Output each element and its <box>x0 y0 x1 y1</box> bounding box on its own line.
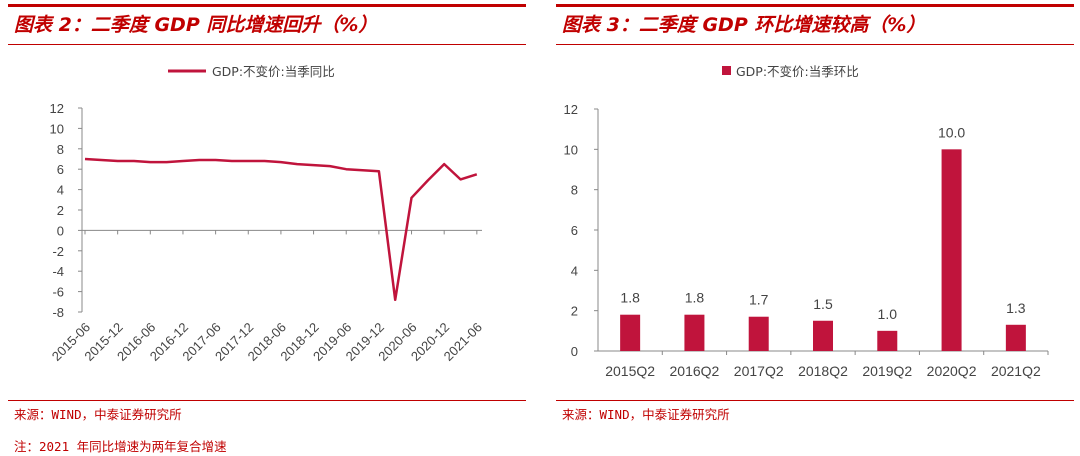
source-rule <box>8 400 526 401</box>
legend-label: GDP:不变价:当季环比 <box>736 64 859 79</box>
title-top-rule <box>8 4 526 7</box>
y-tick-label: -8 <box>52 305 64 320</box>
x-tick-label: 2017Q2 <box>734 363 784 379</box>
source-rule <box>556 400 1074 401</box>
y-tick-label: 10 <box>564 142 578 157</box>
legend-swatch <box>722 66 731 75</box>
bar <box>684 314 705 351</box>
data-label: 1.0 <box>878 306 898 322</box>
data-label: 1.5 <box>813 296 833 312</box>
bar-chart: GDP:不变价:当季环比 12 10 8 6 4 2 0 1.8 2015Q2 1.8 2016Q2 1… <box>564 64 1049 379</box>
right-chart-panel: 图表 3：二季度 GDP 环比增速较高（%） GDP:不变价:当季环比 12 10 8… <box>548 0 1080 456</box>
data-label: 1.8 <box>685 290 705 306</box>
x-tick-label: 2021Q2 <box>991 363 1041 379</box>
data-label: 10.0 <box>938 124 965 140</box>
title-bottom-rule <box>8 44 526 45</box>
x-tick-label: 2020Q2 <box>927 363 977 379</box>
y-tick-label: 2 <box>57 203 64 218</box>
data-label: 1.8 <box>620 290 640 306</box>
line-chart: GDP:不变价:当季同比121086420-2-4-6-82015-062015… <box>49 64 485 364</box>
data-label: 1.7 <box>749 292 769 308</box>
left-chart-title: 图表 2：二季度 GDP 同比增速回升（%） <box>14 14 378 36</box>
x-tick-label: 2018Q2 <box>798 363 848 379</box>
y-tick-label: 12 <box>50 101 64 116</box>
series-line <box>84 157 478 302</box>
y-tick-label: 8 <box>571 183 578 198</box>
left-source-text: 来源：WIND，中泰证券研究所 <box>14 407 182 422</box>
right-source-text: 来源：WIND，中泰证券研究所 <box>562 407 730 422</box>
y-tick-label: -4 <box>52 264 64 279</box>
y-tick-label: 0 <box>571 344 578 359</box>
legend-label: GDP:不变价:当季同比 <box>212 64 335 79</box>
title-bottom-rule <box>556 44 1074 45</box>
bar <box>1005 324 1026 351</box>
right-chart-title: 图表 3：二季度 GDP 环比增速较高（%） <box>562 14 926 36</box>
y-tick-label: 0 <box>57 223 64 238</box>
x-tick-label: 2015Q2 <box>605 363 655 379</box>
bar <box>748 316 769 351</box>
bar <box>877 330 898 351</box>
y-tick-label: 12 <box>564 102 578 117</box>
y-tick-label: 2 <box>571 304 578 319</box>
left-chart-panel: 图表 2：二季度 GDP 同比增速回升（%） GDP:不变价:当季同比 12 10 8… <box>0 0 532 456</box>
y-tick-label: -6 <box>52 285 64 300</box>
y-tick-label: 4 <box>57 183 64 198</box>
title-top-rule <box>556 4 1074 7</box>
bar <box>620 314 641 351</box>
bar <box>941 149 962 351</box>
y-tick-label: 10 <box>50 121 64 136</box>
y-tick-label: 8 <box>57 142 64 157</box>
y-tick-label: 4 <box>571 263 578 278</box>
bar <box>813 320 833 351</box>
y-tick-label: -2 <box>52 244 64 259</box>
x-tick-label: 2016Q2 <box>670 363 720 379</box>
left-note-text: 注：2021 年同比增速为两年复合增速 <box>14 439 227 454</box>
y-tick-label: 6 <box>57 162 64 177</box>
data-label: 1.3 <box>1006 300 1026 316</box>
y-tick-label: 6 <box>571 223 578 238</box>
x-tick-label: 2019Q2 <box>862 363 912 379</box>
